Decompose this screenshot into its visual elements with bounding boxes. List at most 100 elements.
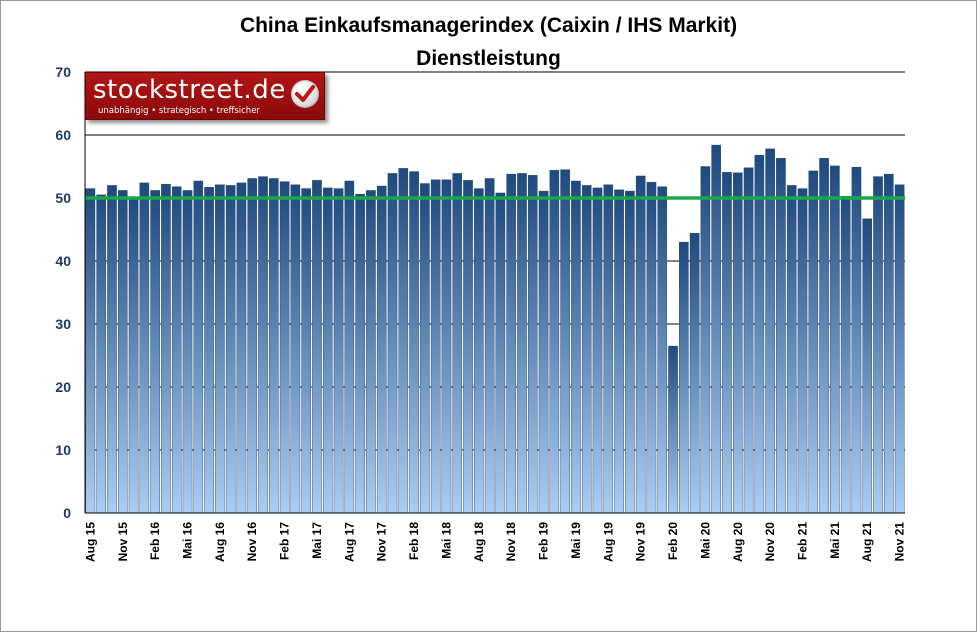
bar-okt-18 <box>495 192 506 514</box>
bar-mai-18 <box>441 179 452 514</box>
y-tick-label: 20 <box>55 379 71 395</box>
x-tick-label: Nov 20 <box>763 522 777 562</box>
bar-mai-19 <box>571 180 581 514</box>
x-tick-label: Feb 20 <box>666 522 680 560</box>
bar-dez-20 <box>776 158 786 514</box>
bar-sep-18 <box>484 178 495 514</box>
x-tick-labels: Aug 15 Nov 15 Feb 16 Mai 16 Aug 16 Nov 16 Feb … <box>83 522 906 562</box>
y-tick-label: 40 <box>55 253 71 269</box>
bar-jul-17 <box>333 188 344 514</box>
x-tick-label: Mai 21 <box>828 522 842 559</box>
bar-aug-17 <box>344 180 355 514</box>
x-tick-label: Nov 17 <box>375 522 389 562</box>
y-tick-labels: 0 10 20 30 40 50 60 70 <box>55 64 71 521</box>
bar-jul-16 <box>204 187 214 514</box>
bar-jun-20 <box>711 144 721 514</box>
bar-sep-21 <box>873 176 883 514</box>
x-tick-label: Nov 21 <box>893 522 907 562</box>
bar-sep-16 <box>225 185 236 514</box>
bar-jun-16 <box>193 180 204 514</box>
bar-apr-20 <box>689 233 700 514</box>
x-tick-label: Mai 17 <box>310 522 324 559</box>
bar-mrz-19 <box>549 170 560 514</box>
bar-apr-18 <box>430 179 441 514</box>
bar-aug-19 <box>603 184 614 514</box>
bar-jul-21 <box>851 166 862 514</box>
bar-nov-20 <box>765 148 775 514</box>
stockstreet-logo: stockstreet.de unabhängig • strategisch … <box>85 72 325 120</box>
y-tick-label: 0 <box>63 505 71 521</box>
bar-okt-20 <box>754 154 765 514</box>
bar-jul-19 <box>592 187 603 514</box>
bar-sep-17 <box>355 194 365 514</box>
bar-mrz-17 <box>290 184 301 514</box>
bar-jun-21 <box>840 195 851 514</box>
bar-sep-19 <box>614 189 624 514</box>
bar-aug-18 <box>474 188 484 514</box>
bar-feb-21 <box>797 188 808 514</box>
x-tick-label: Mai 19 <box>569 522 583 559</box>
bar-nov-21 <box>894 184 905 514</box>
bar-nov-18 <box>506 173 516 514</box>
x-tick-label: Feb 18 <box>407 522 421 560</box>
bar-jan-19 <box>527 175 538 514</box>
x-tick-label: Aug 21 <box>860 522 874 562</box>
bar-mrz-16 <box>161 183 171 514</box>
bar-aug-16 <box>215 184 225 514</box>
bar-jul-20 <box>722 171 732 514</box>
bar-sep-15 <box>96 194 106 514</box>
bar-okt-19 <box>625 190 635 514</box>
y-tick-label: 30 <box>55 316 71 332</box>
bar-jan-20 <box>657 186 668 514</box>
bar-jun-18 <box>452 173 463 514</box>
x-tick-label: Nov 16 <box>245 522 259 562</box>
bar-jun-19 <box>581 185 592 514</box>
x-tick-label: Feb 19 <box>537 522 551 560</box>
bar-apr-17 <box>301 188 311 514</box>
bar-nov-17 <box>376 185 387 514</box>
bar-okt-21 <box>884 173 894 514</box>
bar-mrz-20 <box>679 241 689 514</box>
bar-feb-19 <box>538 190 549 514</box>
bar-nov-16 <box>247 178 258 514</box>
x-tick-label: Mai 16 <box>181 522 195 559</box>
bar-jan-18 <box>398 168 409 514</box>
x-tick-label: Feb 17 <box>278 522 292 560</box>
bar-aug-20 <box>732 172 743 514</box>
x-tick-label: Aug 15 <box>83 522 97 562</box>
bar-okt-15 <box>107 185 117 514</box>
bar-nov-15 <box>117 190 128 514</box>
bar-mai-17 <box>312 180 322 514</box>
x-tick-label: Nov 15 <box>116 522 130 562</box>
bar-apr-21 <box>819 158 829 514</box>
bars <box>85 144 905 514</box>
chart-title: China Einkaufsmanagerindex (Caixin / IHS… <box>239 14 738 37</box>
y-tick-label: 70 <box>55 64 71 80</box>
x-tick-label: Nov 19 <box>634 522 648 562</box>
bar-jan-21 <box>786 185 797 514</box>
bar-apr-16 <box>171 186 182 514</box>
bar-feb-16 <box>150 190 160 514</box>
bar-mrz-18 <box>420 183 430 514</box>
bar-dez-16 <box>258 176 268 514</box>
bar-okt-17 <box>366 190 376 514</box>
x-tick-label: Mai 18 <box>439 522 453 559</box>
bar-dez-17 <box>387 173 398 514</box>
bar-jan-16 <box>139 182 150 514</box>
bar-feb-20 <box>668 345 678 514</box>
bar-dez-15 <box>128 196 139 514</box>
bar-jun-17 <box>322 187 333 514</box>
y-tick-label: 60 <box>55 127 71 143</box>
bar-apr-19 <box>560 169 570 514</box>
bar-mai-21 <box>830 165 840 514</box>
chart-subtitle: Dienstleistung <box>416 47 561 70</box>
bar-jan-17 <box>269 178 279 514</box>
axes <box>84 72 905 514</box>
bar-feb-18 <box>409 171 419 514</box>
bar-aug-15 <box>85 188 96 514</box>
logo-tagline: unabhängig • strategisch • treffsicher <box>98 106 260 116</box>
bar-mai-16 <box>182 190 193 514</box>
x-tick-label: Aug 20 <box>731 522 745 562</box>
y-tick-label: 50 <box>55 190 71 206</box>
x-tick-label: Mai 20 <box>698 522 712 559</box>
